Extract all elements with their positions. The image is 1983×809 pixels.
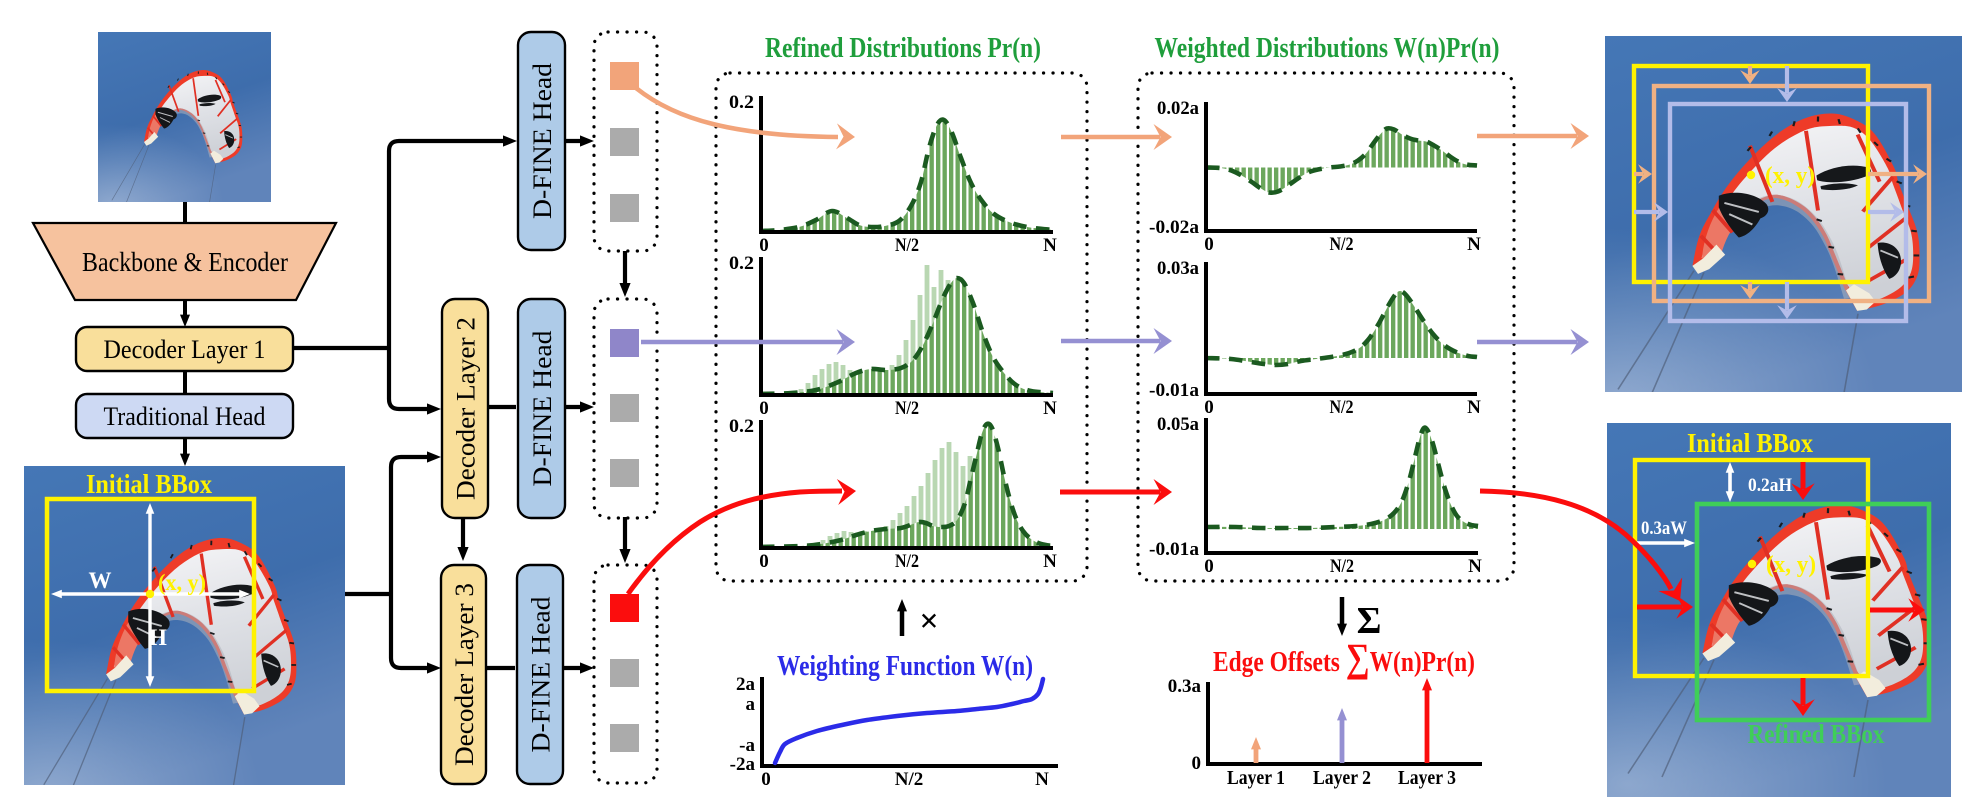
svg-text:0: 0 [1204, 234, 1214, 255]
svg-text:N/2: N/2 [895, 235, 919, 256]
svg-text:Backbone & Encoder: Backbone & Encoder [82, 247, 288, 277]
svg-text:N: N [1043, 398, 1057, 419]
svg-text:W: W [89, 568, 112, 593]
svg-text:-a: -a [739, 735, 755, 756]
svg-text:Decoder Layer 3: Decoder Layer 3 [450, 583, 479, 766]
svg-text:-0.02a: -0.02a [1149, 217, 1200, 238]
svg-text:(x, y): (x, y) [1766, 552, 1816, 578]
svg-text:0.03a: 0.03a [1157, 258, 1199, 279]
svg-text:N/2: N/2 [1330, 234, 1354, 255]
svg-text:×: × [919, 603, 938, 640]
svg-text:-2a: -2a [730, 754, 756, 775]
svg-text:(x, y): (x, y) [1765, 163, 1815, 189]
svg-text:Refined Distributions Pr(n): Refined Distributions Pr(n) [765, 32, 1041, 64]
svg-text:0: 0 [759, 551, 769, 572]
svg-text:N: N [1043, 235, 1057, 256]
svg-text:0: 0 [1204, 397, 1214, 418]
svg-text:0: 0 [759, 398, 769, 419]
svg-text:0: 0 [1204, 556, 1214, 577]
svg-text:N/2: N/2 [1330, 556, 1354, 577]
svg-text:0: 0 [761, 769, 771, 790]
svg-text:Edge Offsets ∑W(n)Pr(n): Edge Offsets ∑W(n)Pr(n) [1213, 635, 1475, 680]
svg-text:Layer 2: Layer 2 [1313, 767, 1371, 789]
svg-text:N/2: N/2 [895, 769, 924, 790]
svg-text:N: N [1467, 234, 1481, 255]
svg-text:N/2: N/2 [895, 398, 919, 419]
svg-text:D-FINE Head: D-FINE Head [527, 597, 556, 753]
svg-text:Layer 3: Layer 3 [1398, 767, 1456, 789]
svg-text:0: 0 [759, 235, 769, 256]
svg-text:0.2: 0.2 [729, 92, 754, 113]
svg-text:Initial BBox: Initial BBox [1687, 428, 1813, 458]
svg-text:N/2: N/2 [1330, 397, 1354, 418]
svg-text:Weighting Function W(n): Weighting Function W(n) [777, 651, 1033, 682]
svg-text:D-FINE Head: D-FINE Head [528, 331, 557, 487]
svg-text:N: N [1035, 769, 1049, 790]
svg-text:Traditional Head: Traditional Head [104, 402, 266, 431]
svg-text:0.2aH: 0.2aH [1748, 475, 1792, 496]
svg-text:Decoder Layer 1: Decoder Layer 1 [104, 335, 266, 364]
svg-text:0.2: 0.2 [729, 253, 754, 274]
svg-text:D-FINE Head: D-FINE Head [528, 63, 557, 219]
svg-text:-0.01a: -0.01a [1149, 380, 1200, 401]
svg-text:0.2: 0.2 [729, 416, 754, 437]
svg-text:Initial BBox: Initial BBox [86, 469, 212, 499]
svg-text:Layer 1: Layer 1 [1227, 767, 1285, 789]
svg-text:N: N [1468, 556, 1482, 577]
svg-text:N: N [1467, 397, 1481, 418]
svg-text:2a: 2a [736, 674, 756, 695]
svg-text:-0.01a: -0.01a [1149, 539, 1200, 560]
svg-text:Weighted Distributions W(n)Pr(: Weighted Distributions W(n)Pr(n) [1155, 32, 1500, 64]
svg-text:0.05a: 0.05a [1157, 414, 1199, 435]
svg-text:a: a [746, 694, 756, 715]
svg-text:Decoder Layer 2: Decoder Layer 2 [452, 317, 481, 500]
svg-text:0.3a: 0.3a [1168, 676, 1202, 697]
svg-text:Σ: Σ [1357, 600, 1382, 642]
svg-text:0.02a: 0.02a [1157, 98, 1199, 119]
svg-text:0: 0 [1192, 753, 1202, 774]
svg-text:(x, y): (x, y) [158, 570, 206, 595]
svg-text:H: H [149, 625, 167, 650]
svg-text:N: N [1043, 551, 1057, 572]
svg-text:0.3aW: 0.3aW [1641, 518, 1687, 539]
svg-text:N/2: N/2 [895, 551, 919, 572]
svg-text:Refined BBox: Refined BBox [1748, 719, 1885, 749]
